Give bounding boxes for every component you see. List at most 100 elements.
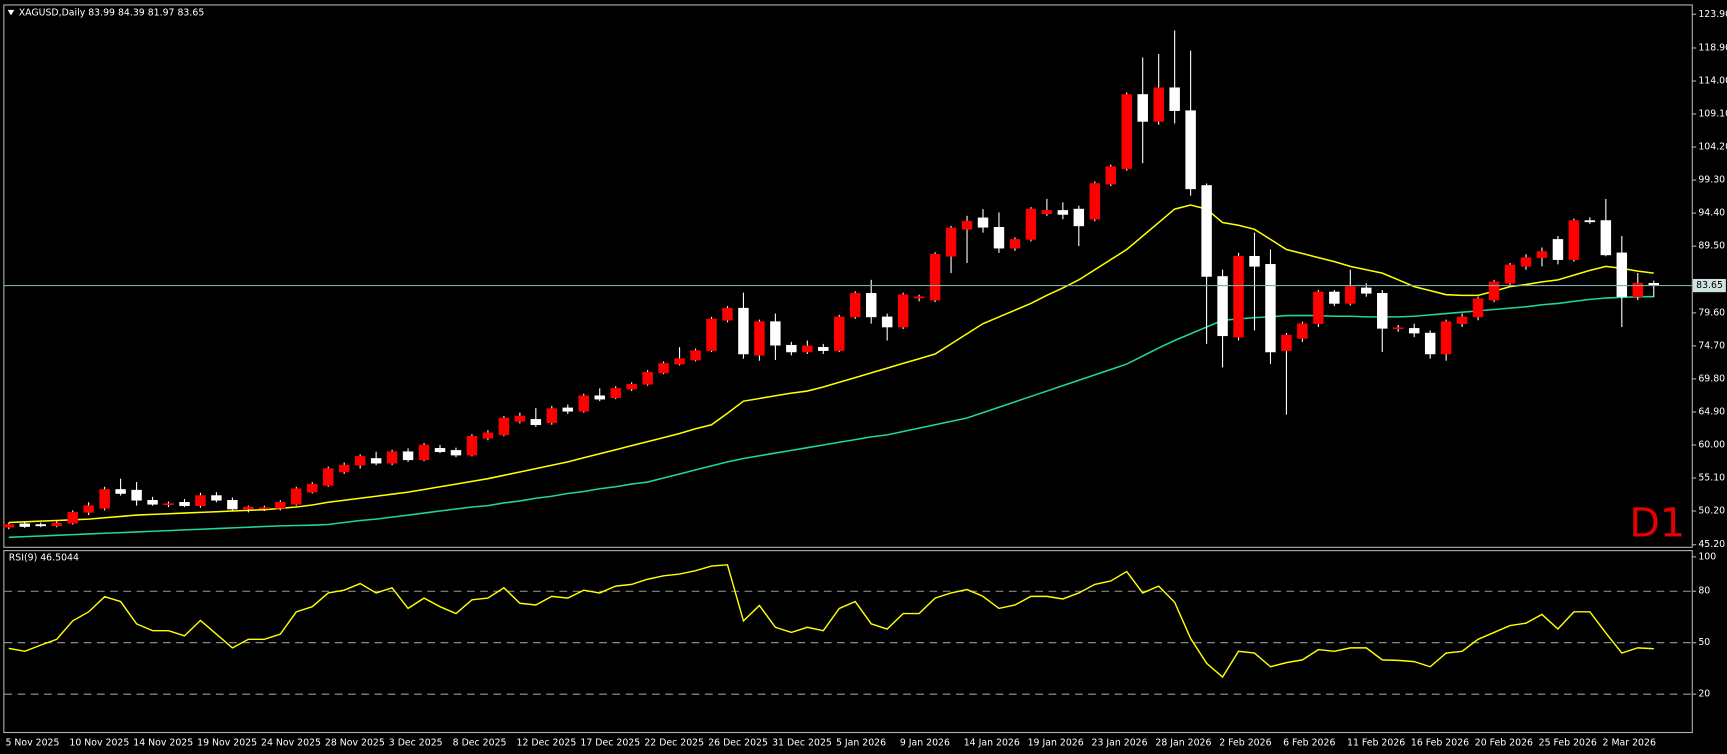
candle-body [913,296,925,299]
candle-body [482,432,494,439]
x-tick-label: 25 Feb 2026 [1539,737,1597,748]
candle-body [929,253,941,301]
x-tick-label: 6 Feb 2026 [1283,737,1335,748]
candle-body [706,318,717,351]
candle-body [418,444,430,461]
x-tick-label: 31 Dec 2025 [772,737,832,748]
x-tick-label: 2 Feb 2026 [1219,737,1271,748]
candle-body [818,346,829,351]
candle-body [1584,220,1596,223]
candle-body [1217,276,1228,337]
rsi-line [8,564,1654,679]
candle-body [1520,257,1532,267]
candle-body [610,388,621,399]
candle-body [1504,264,1516,284]
y-tick-label: 50 [1698,637,1710,648]
y-tick-label: 79.60 [1698,307,1725,318]
candle-body [1009,239,1021,249]
candle-body [1472,298,1484,318]
candle-body [1073,208,1085,227]
y-tick-label: 100 [1698,551,1716,562]
candle-body [1600,220,1612,256]
candle-body [195,495,206,506]
candle-body [594,395,605,400]
x-tick-label: 26 Dec 2025 [708,737,768,748]
rsi-panel [3,550,1693,734]
candle-body [626,384,637,390]
candle-body [498,417,510,436]
x-tick-label: 5 Nov 2025 [6,737,60,748]
candle-body [1345,286,1356,304]
candle-body [977,217,989,228]
candle-body [259,507,270,510]
candle-body [1233,255,1244,338]
candle-body [1121,94,1132,169]
candle-body [1377,293,1388,329]
x-tick-label: 28 Jan 2026 [1155,737,1211,748]
candle-body [291,488,302,505]
y-tick-label: 94.40 [1698,208,1725,219]
candle-body [450,450,462,456]
candle-body [1057,210,1069,215]
candle-body [1105,166,1116,185]
x-tick-label: 28 Nov 2025 [325,737,385,748]
candle-body [674,358,685,365]
candle-body [115,489,126,494]
candle-body [1313,291,1324,324]
candle-body [1329,291,1340,304]
candle-body [1488,281,1500,301]
candle-body [530,419,542,426]
y-tick-label: 69.80 [1698,373,1725,384]
candle-body [386,451,398,464]
candle-body [35,524,46,527]
candle-body [275,501,286,509]
candle-body [1281,334,1292,351]
y-tick-label: 74.70 [1698,340,1725,351]
x-tick-label: 22 Dec 2025 [644,737,704,748]
x-tick-label: 2 Mar 2026 [1603,737,1656,748]
x-tick-label: 12 Dec 2025 [517,737,577,748]
candle-body [1408,328,1420,334]
candle-body [1392,327,1404,330]
candle-body [1025,208,1037,240]
candle-body [1536,251,1548,258]
y-tick-label: 109.10 [1698,109,1727,120]
y-tick-label: 64.90 [1698,406,1725,417]
candle-body [1632,282,1644,297]
y-tick-label: 80 [1698,586,1710,597]
candle-body [131,489,142,501]
candle-body [1424,332,1436,355]
x-tick-label: 16 Feb 2026 [1411,737,1469,748]
x-tick-label: 19 Nov 2025 [197,737,257,748]
candle-body [163,503,174,506]
candle-body [1153,87,1164,122]
candle-body [834,316,845,351]
candle-body [865,293,877,318]
candle-body [466,435,478,456]
candle-body [99,489,110,509]
x-tick-label: 14 Jan 2026 [964,737,1020,748]
y-tick-label: 60.00 [1698,439,1725,450]
x-tick-label: 23 Jan 2026 [1091,737,1147,748]
candle-body [354,456,366,466]
candle-body [1201,185,1212,277]
x-tick-label: 24 Nov 2025 [261,737,321,748]
candle-body [1249,255,1260,267]
candle-body [370,458,382,464]
candle-body [961,220,973,230]
candle-body [562,407,574,412]
candle-body [211,495,222,501]
candle-body [578,395,589,412]
y-tick-label: 50.20 [1698,506,1725,517]
candle-body [1297,323,1308,339]
candle-body [322,468,334,486]
candle-body [1440,321,1452,355]
candle-body [19,523,31,527]
x-tick-label: 17 Dec 2025 [580,737,640,748]
x-tick-label: 14 Nov 2025 [133,737,193,748]
candle-body [1265,264,1276,353]
candle-body [402,451,414,461]
candle-body [147,499,158,505]
last-price-label: 83.65 [1696,280,1723,291]
candle-body [1552,239,1564,260]
